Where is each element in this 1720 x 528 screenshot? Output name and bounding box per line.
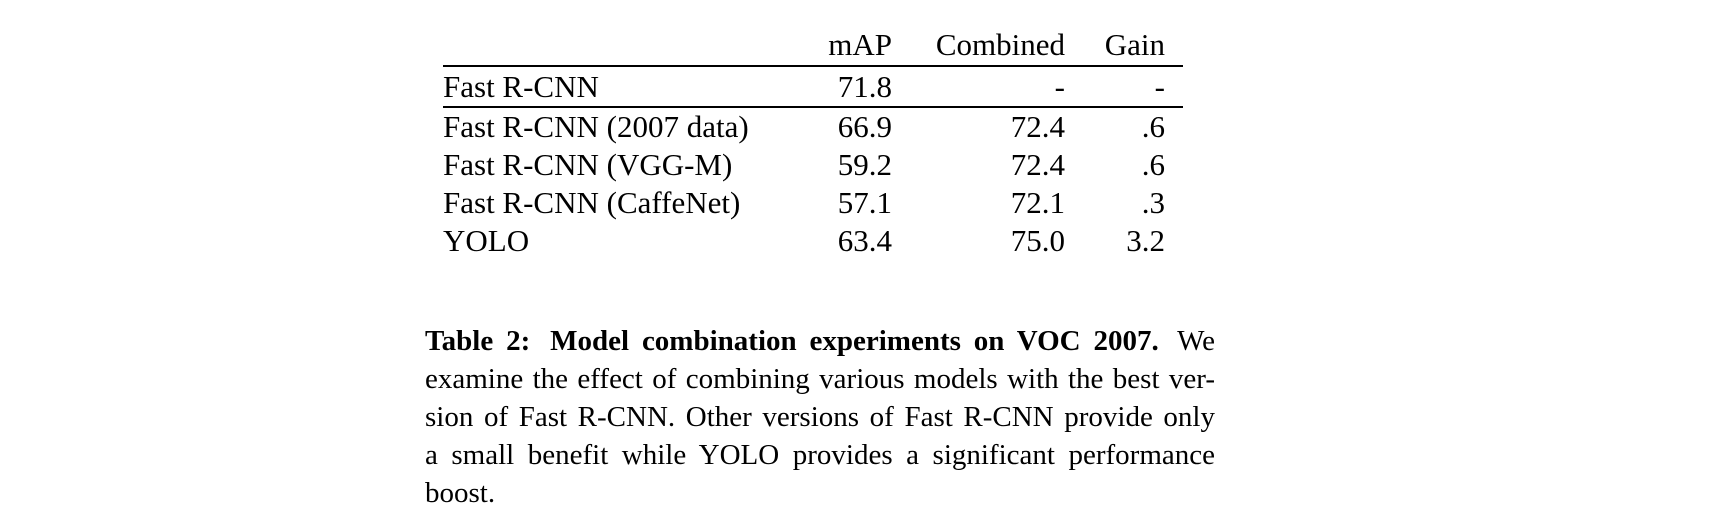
caption-text: We (1177, 325, 1215, 357)
cell-model: Fast R-CNN (443, 66, 693, 108)
header-cell-gain: Gain (1065, 24, 1165, 67)
cell-combined: 72.4 (1010, 146, 1065, 182)
table-row: Fast R-CNN 71.8 - - (443, 66, 1183, 108)
cell-map: 57.1 (837, 184, 892, 220)
table-header-row: mAP Combined Gain (443, 24, 1183, 67)
cell-gain: .6 (1141, 146, 1165, 182)
cell-map: 71.8 (693, 66, 892, 108)
cell-model: Fast R-CNN (VGG-M) (443, 146, 733, 182)
header-cell-map: mAP (693, 24, 892, 67)
cell-model: Fast R-CNN (2007 data) (443, 109, 749, 144)
caption-line-3: sion of Fast R-CNN. Other versions of Fa… (425, 401, 1215, 433)
caption-label: Table 2: (425, 325, 531, 357)
caption-line-1: Table 2: Model combination experiments o… (425, 322, 1215, 360)
cell-gain: .3 (1141, 184, 1165, 220)
cell-model: Fast R-CNN (CaffeNet) (443, 184, 741, 220)
table-row: Fast R-CNN (VGG-M) 59.2 72.4 .6 (443, 145, 1183, 183)
table-row: YOLO 63.4 75.0 3.2 (443, 221, 1183, 259)
cell-map: 66.9 (837, 109, 892, 144)
cell-gain: 3.2 (1126, 222, 1165, 258)
cell-combined: - (892, 66, 1065, 108)
model-combination-table: mAP Combined Gain Fast R-CNN 71.8 - - Fa… (443, 24, 1183, 259)
table-row: Fast R-CNN (CaffeNet) 57.1 72.1 .3 (443, 183, 1183, 221)
header-cell-model (443, 24, 693, 67)
cell-map: 63.4 (837, 222, 892, 258)
caption-line-4: a small benefit while YOLO provides a si… (425, 439, 1215, 471)
cell-combined: 75.0 (1010, 222, 1065, 258)
table-caption: Table 2: Model combination experiments o… (425, 322, 1215, 512)
header-cell-pad (1165, 24, 1183, 67)
caption-line-5: boost. (425, 477, 496, 509)
cell-gain: - (1065, 66, 1165, 108)
caption-line-2: examine the effect of combining various … (425, 363, 1215, 395)
cell-model: YOLO (443, 222, 530, 258)
cell-combined: 72.1 (1010, 184, 1065, 220)
caption-title: Model combination experiments on VOC 200… (550, 325, 1159, 357)
header-cell-combined: Combined (892, 24, 1065, 67)
cell-map: 59.2 (837, 146, 892, 182)
cell-gain: .6 (1141, 109, 1165, 144)
cell-combined: 72.4 (1010, 109, 1065, 144)
table-row: Fast R-CNN (2007 data) 66.9 72.4 .6 (443, 107, 1183, 145)
